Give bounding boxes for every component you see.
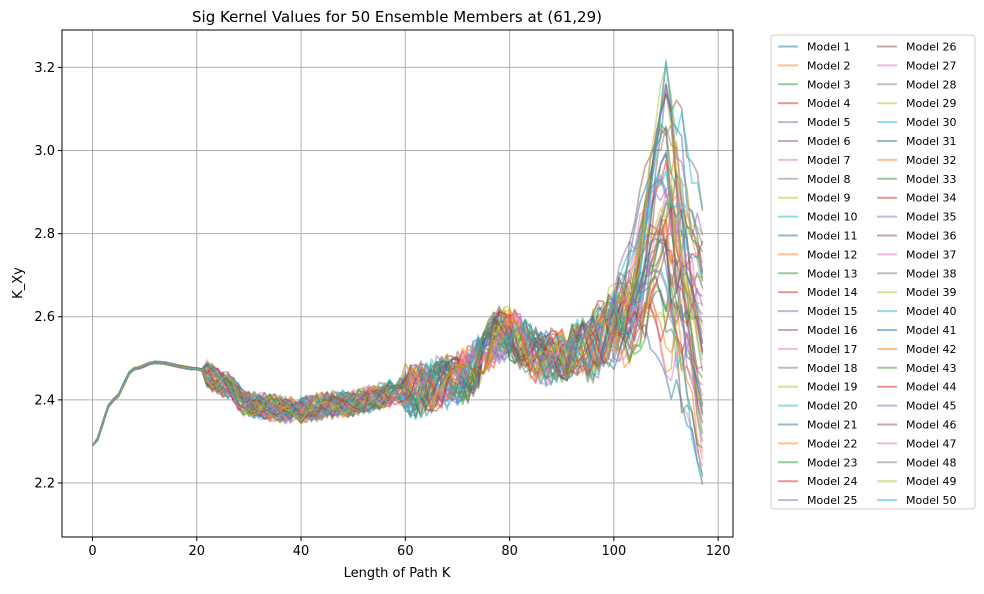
x-tick-label: 20 <box>189 544 206 559</box>
legend-label: Model 10 <box>807 211 858 224</box>
legend-label: Model 9 <box>807 192 851 205</box>
chart-title: Sig Kernel Values for 50 Ensemble Member… <box>192 8 602 26</box>
x-tick-label: 80 <box>501 544 518 559</box>
legend-label: Model 7 <box>807 154 851 167</box>
legend-label: Model 38 <box>906 267 957 280</box>
legend-label: Model 33 <box>906 173 957 186</box>
legend-label: Model 31 <box>906 135 957 148</box>
x-tick-label: 100 <box>601 544 626 559</box>
legend-label: Model 29 <box>906 97 957 110</box>
legend-label: Model 27 <box>906 59 957 72</box>
legend-label: Model 32 <box>906 154 957 167</box>
x-tick-label: 120 <box>706 544 731 559</box>
legend: Model 1 Model 2 Model 3 Model 4 Model 5 Model… <box>770 34 976 510</box>
legend-label: Model 17 <box>807 343 858 356</box>
legend-label: Model 13 <box>807 267 858 280</box>
legend-label: Model 21 <box>807 419 858 432</box>
legend-box <box>770 34 976 510</box>
y-tick-label: 2.2 <box>34 476 55 491</box>
legend-label: Model 26 <box>906 41 957 54</box>
legend-label: Model 6 <box>807 135 851 148</box>
series-line-model-45 <box>91 262 704 447</box>
legend-items: Model 1 Model 2 Model 3 Model 4 Model 5 Model… <box>778 41 957 507</box>
legend-label: Model 15 <box>807 305 858 318</box>
legend-label: Model 16 <box>807 324 858 337</box>
legend-label: Model 11 <box>807 230 858 243</box>
legend-label: Model 3 <box>807 78 851 91</box>
legend-label: Model 50 <box>906 494 957 507</box>
legend-label: Model 39 <box>906 286 957 299</box>
legend-label: Model 4 <box>807 97 851 110</box>
x-tick-label: 0 <box>88 544 96 559</box>
legend-label: Model 24 <box>807 475 858 488</box>
legend-label: Model 41 <box>906 324 957 337</box>
legend-label: Model 34 <box>906 192 957 205</box>
legend-label: Model 37 <box>906 248 957 261</box>
legend-label: Model 18 <box>807 362 858 375</box>
legend-label: Model 23 <box>807 456 858 469</box>
legend-label: Model 5 <box>807 116 851 129</box>
series-line-model-16 <box>91 238 704 478</box>
legend-label: Model 35 <box>906 211 957 224</box>
legend-label: Model 43 <box>906 362 957 375</box>
legend-label: Model 8 <box>807 173 851 186</box>
legend-label: Model 36 <box>906 230 957 243</box>
legend-label: Model 19 <box>807 381 858 394</box>
x-axis: 0 20 40 60 80 100 120 <box>88 537 731 559</box>
y-axis: 2.2 2.4 2.6 2.8 3.0 3.2 <box>34 61 62 491</box>
x-tick-label: 40 <box>293 544 310 559</box>
y-tick-label: 2.4 <box>34 393 55 408</box>
legend-label: Model 20 <box>807 400 858 413</box>
legend-label: Model 1 <box>807 41 851 54</box>
legend-label: Model 30 <box>906 116 957 129</box>
legend-label: Model 49 <box>906 475 957 488</box>
legend-label: Model 12 <box>807 248 858 261</box>
legend-label: Model 25 <box>807 494 858 507</box>
series-line-model-50 <box>91 170 704 447</box>
y-tick-label: 3.0 <box>34 144 55 159</box>
legend-label: Model 48 <box>906 456 957 469</box>
legend-label: Model 42 <box>906 343 957 356</box>
legend-label: Model 2 <box>807 59 851 72</box>
plot-frame <box>61 29 734 538</box>
legend-label: Model 22 <box>807 437 858 450</box>
legend-label: Model 47 <box>906 437 957 450</box>
y-tick-label: 2.6 <box>34 310 55 325</box>
x-axis-label: Length of Path K <box>344 566 451 581</box>
y-tick-label: 2.8 <box>34 227 55 242</box>
series-lines <box>91 59 704 485</box>
legend-label: Model 45 <box>906 400 957 413</box>
legend-label: Model 44 <box>906 381 957 394</box>
legend-label: Model 14 <box>807 286 858 299</box>
legend-label: Model 40 <box>906 305 957 318</box>
legend-label: Model 46 <box>906 419 957 432</box>
legend-label: Model 28 <box>906 78 957 91</box>
x-tick-label: 60 <box>397 544 414 559</box>
y-axis-label: K_Xy <box>11 267 26 299</box>
y-tick-label: 3.2 <box>34 61 55 76</box>
